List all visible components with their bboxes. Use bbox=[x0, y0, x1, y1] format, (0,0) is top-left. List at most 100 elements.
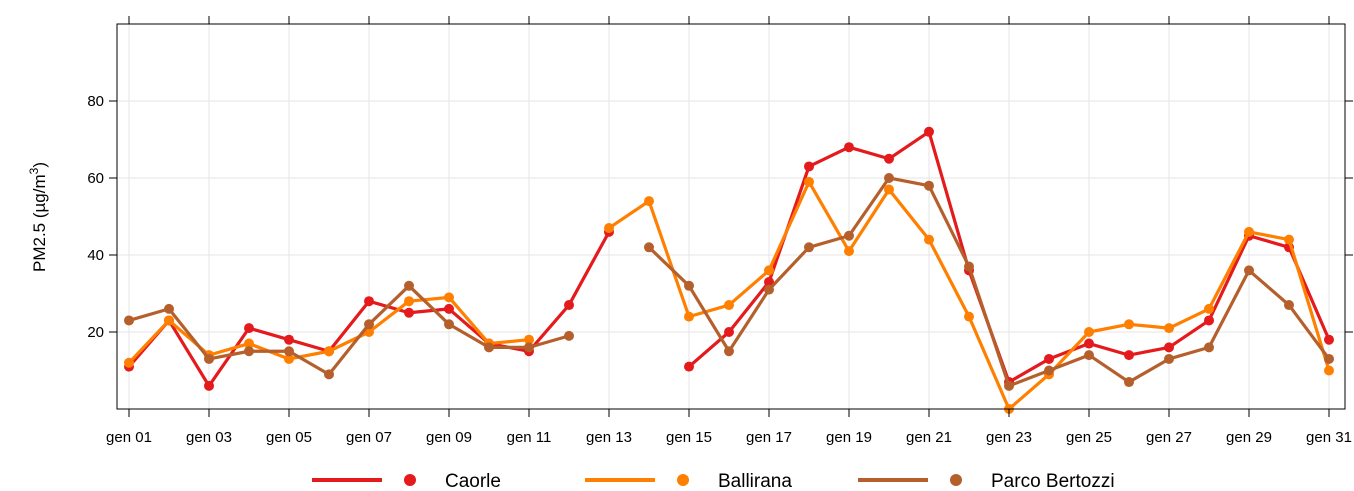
data-point bbox=[1004, 380, 1014, 391]
data-point bbox=[1244, 265, 1254, 276]
data-point bbox=[1324, 365, 1334, 376]
legend-label: Ballirana bbox=[718, 471, 792, 491]
data-point bbox=[1244, 226, 1254, 237]
y-tick-label: 80 bbox=[87, 93, 104, 110]
x-tick-label: gen 03 bbox=[186, 429, 232, 446]
data-point bbox=[1204, 303, 1214, 314]
data-point bbox=[1164, 342, 1174, 353]
data-point bbox=[444, 303, 454, 314]
data-point bbox=[204, 353, 214, 364]
data-point bbox=[804, 242, 814, 253]
data-point bbox=[764, 276, 774, 287]
data-point bbox=[1324, 353, 1334, 364]
data-point bbox=[124, 315, 134, 326]
data-point bbox=[524, 334, 534, 345]
plot-frame bbox=[116, 23, 1346, 410]
data-point bbox=[1284, 234, 1294, 245]
data-point bbox=[164, 315, 174, 326]
x-tick-label: gen 01 bbox=[106, 429, 152, 446]
x-tick-label: gen 13 bbox=[586, 429, 632, 446]
legend-label: Parco Bertozzi bbox=[991, 471, 1115, 491]
y-axis-title: PM2.5 (µg/m3) bbox=[27, 162, 49, 272]
x-tick-label: gen 15 bbox=[666, 429, 712, 446]
data-point bbox=[1204, 342, 1214, 353]
data-point bbox=[364, 319, 374, 330]
x-tick-label: gen 23 bbox=[986, 429, 1032, 446]
data-point bbox=[884, 153, 894, 164]
y-tick-label: 40 bbox=[87, 247, 104, 264]
axis-ticks bbox=[109, 16, 1353, 417]
series-group bbox=[124, 126, 1334, 414]
data-point bbox=[564, 330, 574, 341]
data-point bbox=[1084, 350, 1094, 361]
data-point bbox=[844, 246, 854, 257]
data-point bbox=[724, 300, 734, 311]
series-ballirana bbox=[124, 176, 1334, 414]
legend-label: Caorle bbox=[445, 471, 501, 491]
data-point bbox=[1164, 353, 1174, 364]
data-point bbox=[804, 161, 814, 172]
x-tick-label: gen 09 bbox=[426, 429, 472, 446]
data-point bbox=[404, 307, 414, 318]
data-point bbox=[564, 300, 574, 311]
data-point bbox=[404, 296, 414, 307]
data-point bbox=[844, 142, 854, 153]
data-point bbox=[924, 180, 934, 191]
data-point bbox=[244, 323, 254, 334]
data-point bbox=[1284, 300, 1294, 311]
data-point bbox=[644, 242, 654, 253]
x-tick-label: gen 19 bbox=[826, 429, 872, 446]
data-point bbox=[164, 303, 174, 314]
data-point bbox=[684, 280, 694, 291]
data-point bbox=[724, 327, 734, 337]
data-point bbox=[964, 311, 974, 322]
data-point bbox=[284, 346, 294, 357]
legend-marker bbox=[677, 474, 689, 486]
data-point bbox=[684, 361, 694, 372]
data-point bbox=[604, 223, 614, 234]
x-tick-label: gen 07 bbox=[346, 429, 392, 446]
data-point bbox=[884, 173, 894, 183]
data-point bbox=[444, 319, 454, 330]
data-point bbox=[284, 334, 294, 345]
x-tick-label: gen 11 bbox=[507, 429, 552, 446]
y-tick-label: 60 bbox=[87, 170, 104, 187]
data-point bbox=[484, 342, 494, 353]
data-point bbox=[1084, 338, 1094, 349]
data-point bbox=[924, 126, 934, 137]
x-tick-label: gen 29 bbox=[1226, 429, 1272, 446]
data-point bbox=[524, 342, 534, 353]
data-point bbox=[244, 346, 254, 357]
x-tick-label: gen 27 bbox=[1146, 429, 1192, 446]
legend-marker bbox=[950, 474, 962, 486]
data-point bbox=[924, 234, 934, 245]
data-point bbox=[1124, 350, 1134, 361]
series-parco-bertozzi bbox=[124, 173, 1334, 391]
data-point bbox=[684, 311, 694, 322]
data-point bbox=[1164, 323, 1174, 334]
data-point bbox=[1124, 377, 1134, 388]
data-point bbox=[844, 230, 854, 241]
data-point bbox=[804, 176, 814, 187]
data-point bbox=[1324, 334, 1334, 345]
data-point bbox=[324, 369, 334, 380]
data-point bbox=[1044, 353, 1054, 364]
data-point bbox=[244, 338, 254, 349]
data-point bbox=[124, 357, 134, 368]
series-line bbox=[127, 284, 571, 376]
data-point bbox=[964, 261, 974, 272]
data-point bbox=[724, 346, 734, 357]
data-point bbox=[324, 346, 334, 357]
x-tick-label: gen 25 bbox=[1066, 429, 1112, 446]
data-point bbox=[764, 284, 774, 295]
x-tick-label: gen 31 bbox=[1306, 429, 1352, 446]
data-point bbox=[1044, 365, 1054, 376]
legend-marker bbox=[404, 474, 416, 486]
x-tick-label: gen 05 bbox=[266, 429, 312, 446]
data-point bbox=[644, 196, 654, 207]
data-point bbox=[1204, 315, 1214, 326]
x-axis-tick-labels: gen 01 gen 03 gen 05 gen 07 gen 09 gen 11 gen … bbox=[106, 429, 1352, 446]
data-point bbox=[444, 292, 454, 303]
data-point bbox=[404, 280, 414, 291]
